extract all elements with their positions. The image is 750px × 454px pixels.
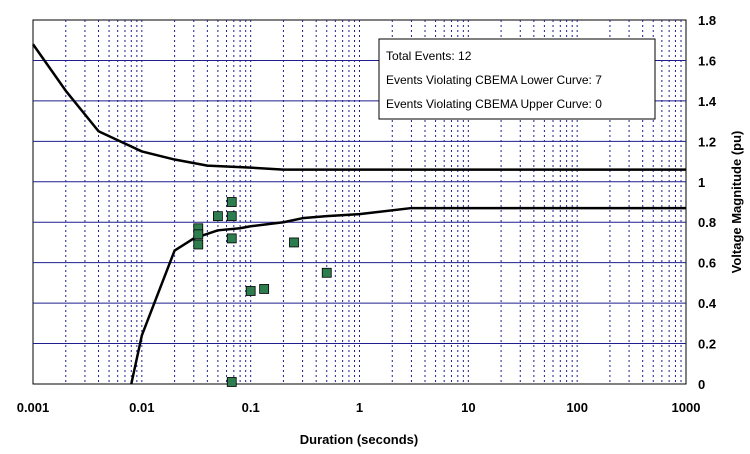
y-tick-label: 1.2	[698, 134, 716, 149]
event-point	[193, 239, 204, 250]
event-point	[245, 286, 256, 296]
event-points	[193, 197, 332, 387]
event-point	[193, 229, 204, 240]
event-point	[226, 197, 237, 207]
y-tick-label: 0.2	[698, 337, 716, 352]
x-tick-label: 1	[356, 400, 363, 415]
lower-curve-violations-label: Events Violating CBEMA Lower Curve: 7	[386, 73, 602, 87]
cbema-upper-curve	[31, 43, 686, 171]
x-tick-labels: 0.001 0.01 0.1 1 10 100 1000	[17, 400, 701, 415]
x-tick-label: 100	[566, 400, 588, 415]
event-point	[212, 211, 223, 222]
x-tick-label: 10	[461, 400, 475, 415]
y-tick-label: 0	[698, 377, 705, 392]
y-tick-label: 1.8	[698, 13, 716, 28]
x-tick-label: 0.01	[129, 400, 154, 415]
y-tick-label: 0.8	[698, 215, 716, 230]
cbema-lower-curve	[130, 206, 686, 385]
y-tick-label: 0.6	[698, 256, 716, 271]
x-tick-label: 0.001	[17, 400, 50, 415]
summary-box-frame	[378, 38, 656, 120]
event-point	[321, 267, 332, 278]
event-point	[226, 377, 237, 387]
event-point	[226, 211, 237, 222]
y-tick-label: 0.4	[698, 296, 717, 311]
event-point	[289, 237, 299, 248]
y-axis-title: Voltage Magnitude (pu)	[729, 131, 744, 274]
x-tick-label: 0.1	[242, 400, 260, 415]
y-tick-labels: 0 0.2 0.4 0.6 0.8 1 1.2 1.4 1.6 1.8	[698, 13, 717, 392]
y-tick-label: 1.4	[698, 94, 717, 109]
cbema-curves	[31, 43, 686, 385]
summary-box: Total Events: 12 Events Violating CBEMA …	[378, 38, 656, 120]
event-point	[259, 284, 270, 294]
y-tick-label: 1.6	[698, 53, 716, 68]
x-axis-title: Duration (seconds)	[300, 432, 418, 447]
x-tick-label: 1000	[672, 400, 701, 415]
event-point	[226, 233, 237, 244]
y-tick-label: 1	[698, 175, 705, 190]
total-events-label: Total Events: 12	[386, 49, 472, 63]
upper-curve-violations-label: Events Violating CBEMA Upper Curve: 0	[386, 97, 602, 111]
